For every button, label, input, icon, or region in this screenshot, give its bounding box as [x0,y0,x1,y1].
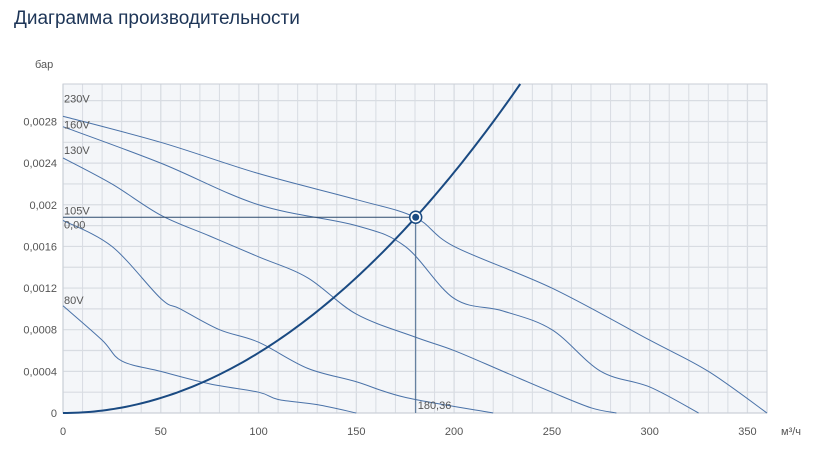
x-axis-label: м³/ч [781,426,801,438]
y-tick-label: 0,0024 [23,158,57,170]
fan-curve-80V [62,305,357,414]
series-label: 105V [64,205,90,217]
y-axis-label: бар [35,59,53,71]
x-tick-label: 250 [543,426,561,438]
series-label: 130V [64,145,90,157]
fan-curve-105V [62,219,494,414]
x-tick-label: 150 [347,426,365,438]
y-tick-label: 0 [51,408,57,420]
series-label: 230V [64,93,90,105]
x-tick-label: 50 [155,426,167,438]
x-tick-label: 200 [445,426,463,438]
x-tick-label: 350 [738,426,756,438]
operating-point [412,213,420,221]
fan-curve-160V [62,126,699,414]
plot-border [62,83,768,414]
y-tick-label: 0,0016 [23,241,57,253]
system-curve [62,83,522,414]
fan-curve-130V [62,157,617,414]
fan-curve-230V [62,115,768,414]
series-label: 160V [64,120,90,132]
x-tick-label: 100 [249,426,267,438]
y-tick-label: 0,0008 [23,325,57,337]
y-tick-label: 0,0028 [23,116,57,128]
x-tick-label: 300 [640,426,658,438]
page-title: Диаграмма производительности [14,8,300,29]
series-label: 80V [64,295,84,307]
operating-point-x-label: 180,36 [418,400,452,412]
y-tick-label: 0,0012 [23,283,57,295]
y-tick-label: 0,0004 [23,366,57,378]
y-tick-label: 0,002 [29,200,57,212]
operating-point-y-label: 0,00 [64,219,85,231]
x-tick-label: 0 [60,426,66,438]
